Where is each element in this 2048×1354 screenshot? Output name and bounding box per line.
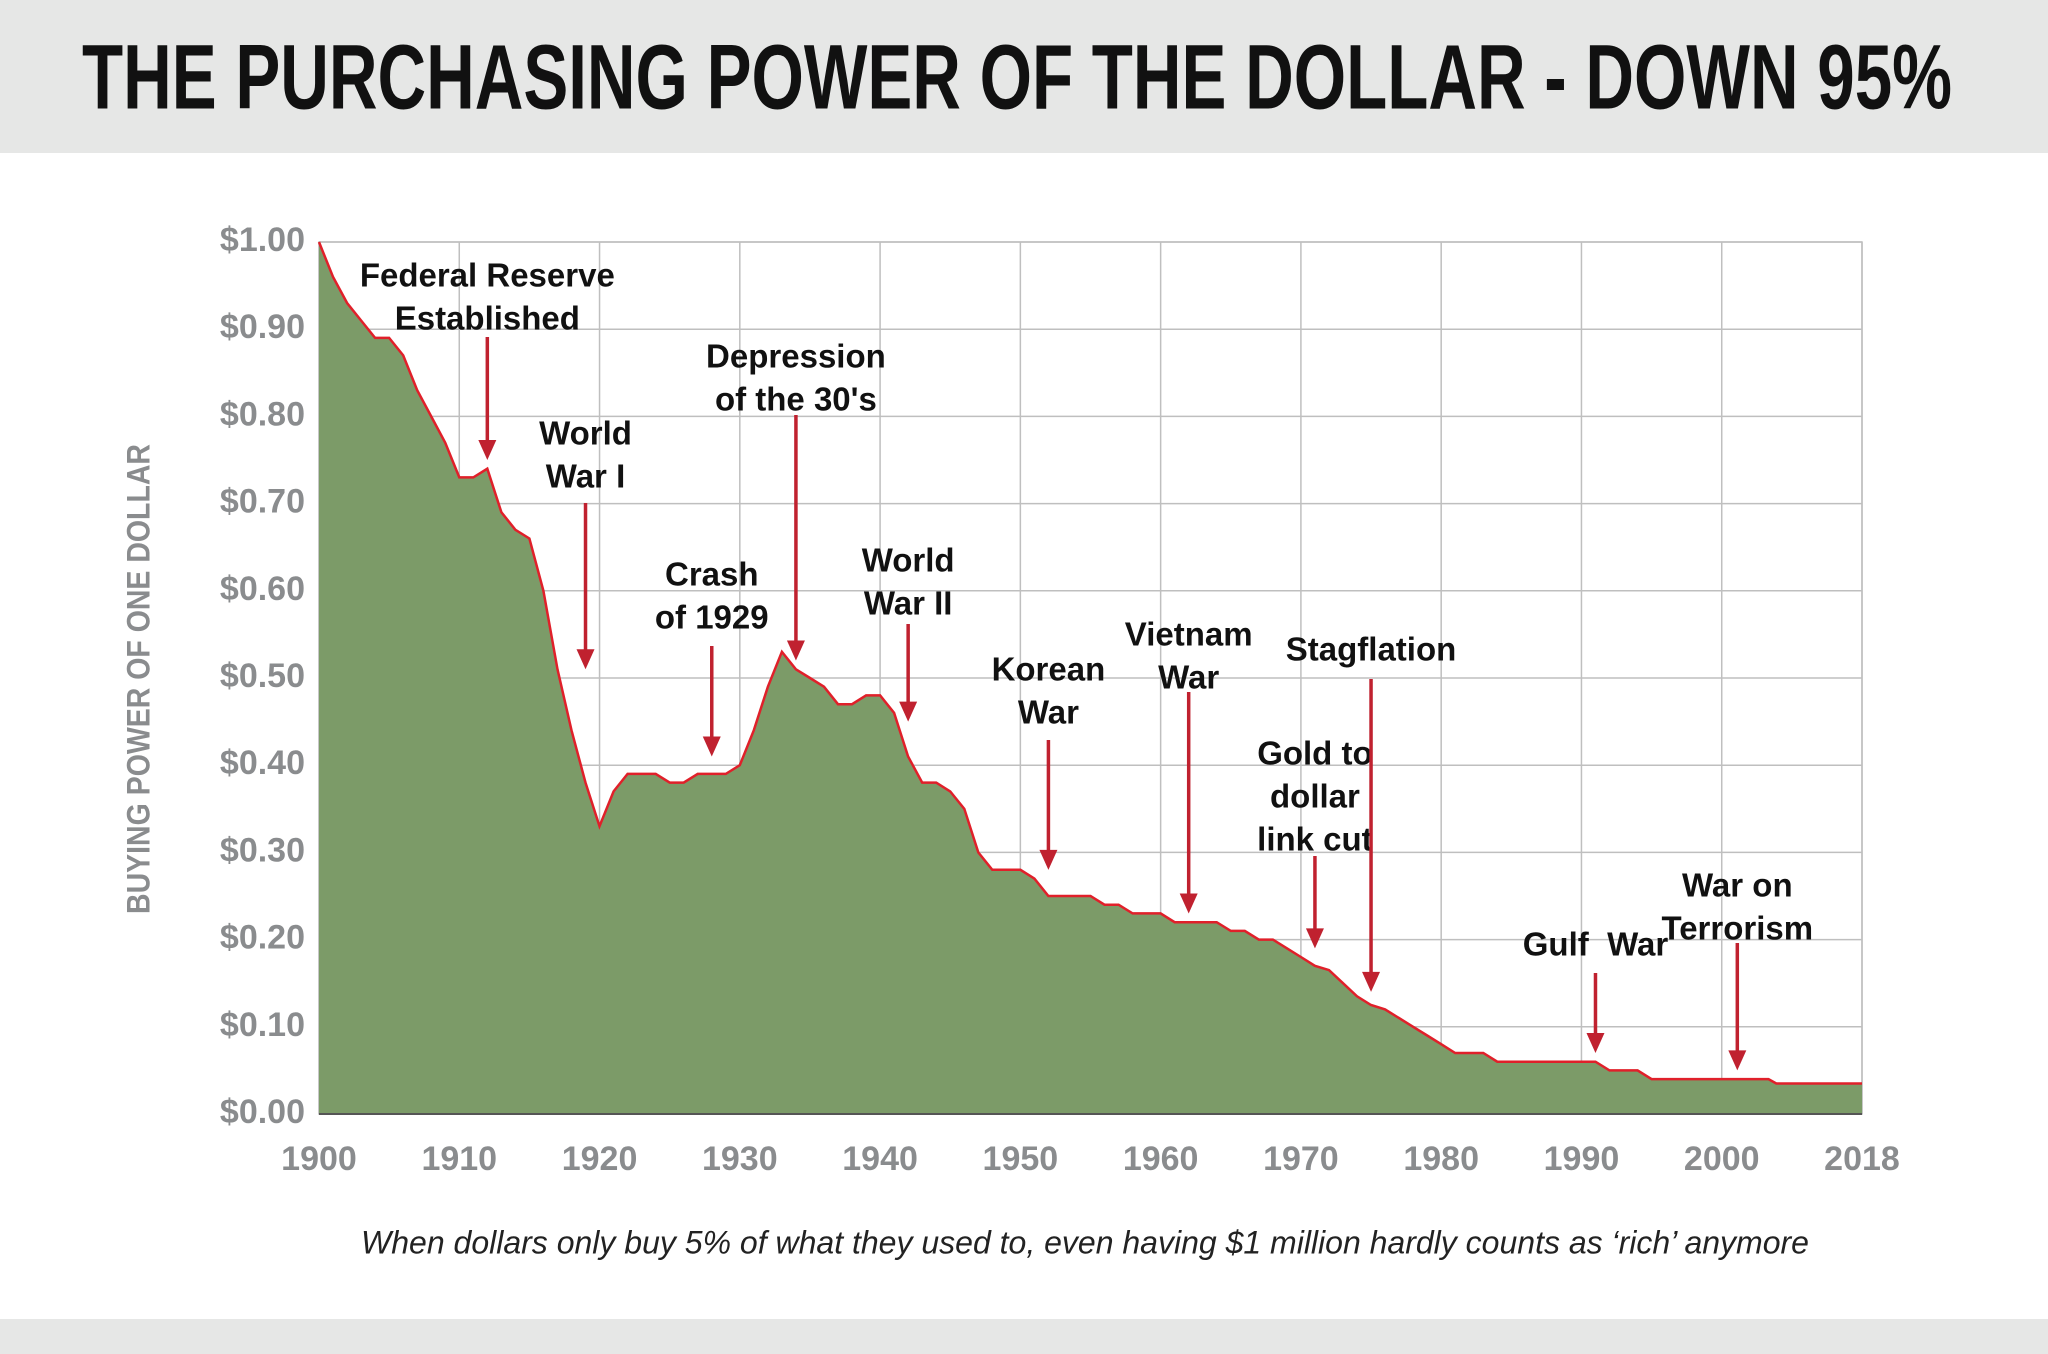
annotation-label: World xyxy=(862,542,955,579)
annotation-label: Gold to xyxy=(1257,735,1372,772)
x-tick-label: 1920 xyxy=(562,1140,638,1178)
x-tick-label: 1990 xyxy=(1544,1140,1620,1178)
annotation-arrowhead xyxy=(1039,849,1058,870)
x-tick-label: 1940 xyxy=(842,1140,918,1178)
y-axis-label: BUYING POWER OF ONE DOLLAR xyxy=(120,444,156,914)
x-tick-label: 1960 xyxy=(1123,1140,1199,1178)
annotation-label: Depression xyxy=(706,338,886,375)
annotation-label: of the 30's xyxy=(715,381,877,418)
y-tick-label: $0.90 xyxy=(220,308,305,346)
y-tick-label: $0.80 xyxy=(220,395,305,433)
annotation-arrowhead xyxy=(899,701,918,722)
annotation-label: War on xyxy=(1682,867,1793,904)
y-tick-label: $0.40 xyxy=(220,744,305,782)
annotation-label: Federal Reserve xyxy=(360,257,615,294)
annotation-label: War xyxy=(1158,659,1219,696)
annotation-arrowhead xyxy=(702,736,721,757)
annotation-label: dollar xyxy=(1270,778,1360,815)
annotation-label: War I xyxy=(546,458,625,495)
x-tick-label: 1950 xyxy=(983,1140,1059,1178)
annotation-arrowhead xyxy=(576,649,595,670)
x-tick-label: 1930 xyxy=(702,1140,778,1178)
x-tick-label: 1910 xyxy=(421,1140,497,1178)
y-tick-label: $0.00 xyxy=(220,1093,305,1131)
y-tick-label: $0.10 xyxy=(220,1006,305,1044)
x-tick-label: 1900 xyxy=(281,1140,357,1178)
footer-band xyxy=(0,1319,2048,1354)
annotation-label: Korean xyxy=(992,651,1106,688)
annotation-label: Stagflation xyxy=(1286,631,1457,668)
chart-title: THE PURCHASING POWER OF THE DOLLAR - DOW… xyxy=(82,26,1952,128)
x-tick-label: 1980 xyxy=(1403,1140,1479,1178)
header-band xyxy=(0,0,2048,153)
x-tick-label: 2000 xyxy=(1684,1140,1760,1178)
annotation-arrowhead xyxy=(478,440,497,460)
annotation-arrowhead xyxy=(1179,893,1198,914)
x-tick-label: 1970 xyxy=(1263,1140,1339,1178)
annotation-label: Established xyxy=(395,300,580,337)
annotation-label: Terrorism xyxy=(1662,910,1814,947)
y-tick-label: $0.20 xyxy=(220,919,305,957)
subtitle: When dollars only buy 5% of what they us… xyxy=(361,1224,1809,1260)
annotation-label: War xyxy=(1018,694,1079,731)
annotation-label: link cut xyxy=(1257,821,1373,858)
annotation-label: Crash xyxy=(665,556,759,593)
annotation-label: World xyxy=(539,415,632,452)
annotation-arrowhead xyxy=(1728,1050,1747,1071)
line xyxy=(317,241,1862,1085)
annotation-arrowhead xyxy=(1305,928,1324,949)
annotation-arrowhead xyxy=(786,640,805,661)
y-tick-label: $0.70 xyxy=(220,483,305,521)
y-tick-label: $0.50 xyxy=(220,657,305,695)
y-tick-label: $0.30 xyxy=(220,831,305,869)
y-tick-label: $0.60 xyxy=(220,570,305,608)
annotation-arrowhead xyxy=(1586,1032,1605,1053)
x-tick-label: 2018 xyxy=(1824,1140,1900,1178)
annotation-label: of 1929 xyxy=(655,599,769,636)
annotation-label: Vietnam xyxy=(1125,616,1253,653)
annotation-arrowhead xyxy=(1362,971,1381,992)
area xyxy=(319,242,1862,1114)
annotation-label: War II xyxy=(864,585,953,622)
y-tick-label: $1.00 xyxy=(220,221,305,259)
annotation-label: Gulf War xyxy=(1523,926,1669,963)
